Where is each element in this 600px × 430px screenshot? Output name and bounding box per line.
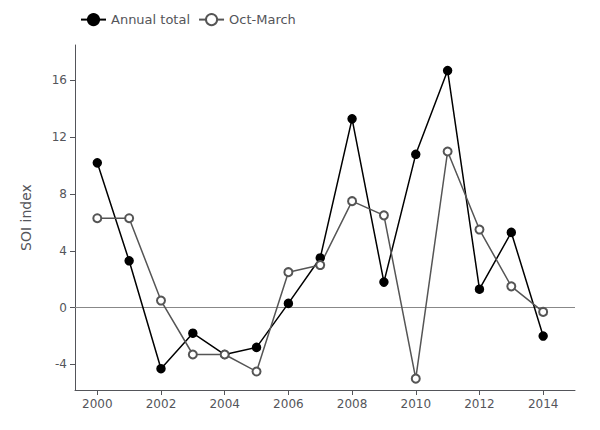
svg-text:8: 8 — [59, 187, 67, 201]
svg-text:2010: 2010 — [400, 397, 431, 411]
svg-text:2012: 2012 — [464, 397, 495, 411]
svg-text:2014: 2014 — [528, 397, 559, 411]
svg-text:2000: 2000 — [82, 397, 113, 411]
svg-text:Annual total: Annual total — [111, 12, 190, 27]
svg-text:SOI index: SOI index — [18, 184, 34, 251]
svg-text:2004: 2004 — [209, 397, 240, 411]
svg-text:2008: 2008 — [337, 397, 368, 411]
svg-text:4: 4 — [59, 244, 67, 258]
svg-text:-4: -4 — [55, 357, 67, 371]
svg-text:12: 12 — [52, 130, 67, 144]
svg-text:2006: 2006 — [273, 397, 304, 411]
svg-text:2002: 2002 — [146, 397, 177, 411]
svg-text:16: 16 — [52, 73, 67, 87]
svg-text:0: 0 — [59, 301, 67, 315]
svg-text:Oct-March: Oct-March — [229, 12, 296, 27]
